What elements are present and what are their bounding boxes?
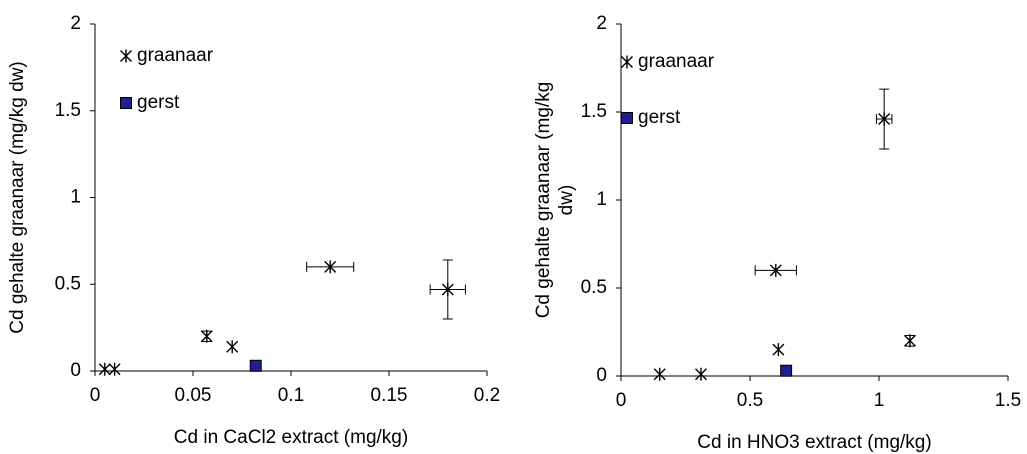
legend-label: gerst — [638, 107, 681, 128]
y-tick-label: 1 — [70, 187, 81, 208]
legend-label: gerst — [137, 92, 180, 113]
y-tick-label: 2 — [70, 13, 81, 34]
x-tick-label: 0 — [616, 390, 627, 411]
marker-asterisk — [772, 343, 785, 357]
y-tick-label: 0.5 — [581, 277, 607, 298]
x-axis-title: Cd in CaCl2 extract (mg/kg) — [174, 427, 408, 448]
marker-asterisk — [98, 362, 111, 376]
y-axis-title: Cd gehalte graanaar (mg/kg — [533, 82, 554, 319]
marker-asterisk — [108, 362, 121, 376]
chart: 0 0.5 1 1.5 2 0 0.5 1 1.5 Cd in HNO3 extract (mg/… — [533, 13, 1021, 453]
y-tick-label: 1.5 — [55, 100, 81, 121]
y-axis-title: Cd gehalte graanaar (mg/kg dw) — [7, 61, 28, 333]
legend-marker — [621, 55, 633, 69]
x-tick-label: 0.05 — [175, 385, 212, 406]
marker-asterisk — [903, 334, 916, 348]
x-tick-label: 0.2 — [474, 385, 500, 406]
y-tick-label: 1.5 — [581, 101, 607, 122]
y-tick-label: 1 — [596, 189, 607, 210]
y-tick-label: 0 — [596, 365, 607, 386]
y-axis-title: dw) — [556, 185, 577, 216]
x-tick-label: 0.5 — [737, 390, 763, 411]
marker-asterisk — [878, 112, 891, 126]
marker-asterisk — [441, 282, 454, 296]
chart: 0 0.5 1 1.5 2 0 0.05 0.1 0.15 0.2 Cd in CaCl2 extr… — [7, 13, 500, 448]
legend-marker — [120, 97, 132, 109]
legend-label: graanaar — [638, 51, 715, 72]
y-tick-label: 0.5 — [55, 273, 81, 294]
legend-marker — [120, 49, 132, 63]
x-axis-title: Cd in HNO3 extract (mg/kg) — [697, 432, 931, 453]
legend-marker — [621, 112, 633, 124]
y-tick-label: 2 — [596, 13, 607, 34]
marker-asterisk — [226, 340, 239, 354]
x-tick-label: 0.15 — [371, 385, 408, 406]
marker-asterisk — [653, 367, 666, 381]
y-tick-label: 0 — [70, 360, 81, 381]
legend-label: graanaar — [137, 45, 214, 66]
marker-asterisk — [769, 263, 782, 277]
marker-asterisk — [694, 367, 707, 381]
x-tick-label: 0 — [90, 385, 101, 406]
marker-square — [249, 359, 262, 372]
x-tick-label: 1 — [874, 390, 885, 411]
marker-asterisk — [324, 260, 337, 274]
x-tick-label: 1.5 — [995, 390, 1021, 411]
marker-asterisk — [200, 329, 213, 343]
x-tick-label: 0.1 — [278, 385, 304, 406]
marker-square — [780, 364, 793, 377]
